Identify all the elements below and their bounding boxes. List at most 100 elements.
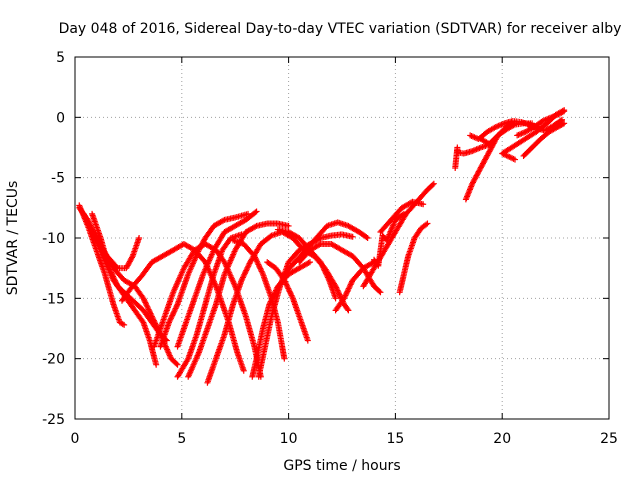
data-point-fill	[347, 282, 354, 289]
data-point-fill	[255, 261, 262, 268]
data-point-fill	[289, 293, 296, 300]
data-point-fill	[342, 292, 349, 299]
data-point	[304, 337, 311, 344]
data-point	[377, 289, 384, 296]
data-point-fill	[171, 306, 178, 313]
data-point-fill	[108, 269, 115, 276]
data-point-fill	[167, 316, 174, 323]
data-point	[430, 180, 437, 187]
data-point-fill	[254, 258, 261, 265]
data-point-fill	[256, 262, 263, 269]
data-point-fill	[173, 304, 180, 311]
data-point-fill	[336, 291, 343, 298]
data-point-fill	[141, 296, 148, 303]
data-point-fill	[325, 275, 332, 282]
data-point-fill	[173, 360, 180, 367]
y-axis-label: SDTVAR / TECUs	[5, 181, 21, 296]
data-point	[281, 355, 288, 362]
data-point	[240, 367, 247, 374]
data-point	[238, 277, 245, 284]
data-point-fill	[171, 308, 178, 315]
data-point-fill	[423, 221, 430, 228]
data-point-fill	[281, 278, 288, 285]
data-point-fill	[376, 288, 383, 295]
data-point-fill	[93, 234, 100, 241]
data-point	[251, 253, 258, 260]
data-point-fill	[240, 273, 247, 280]
data-point-fill	[173, 302, 180, 309]
data-point-fill	[169, 311, 176, 318]
data-point-fill	[285, 286, 292, 293]
data-point-fill	[252, 254, 259, 261]
x-tick-label: 0	[71, 431, 80, 447]
data-point-fill	[93, 233, 100, 240]
data-point-fill	[166, 318, 173, 325]
data-point-fill	[322, 268, 329, 275]
data-point-fill	[145, 306, 152, 313]
data-point-fill	[287, 291, 294, 298]
data-point	[420, 201, 427, 208]
axis-ticks: 0 5 10 15 20 25 5 0 -5 -10 -15 -20 -25	[42, 50, 618, 447]
y-tick-label: 0	[56, 110, 65, 126]
data-point-fill	[85, 222, 92, 229]
data-point-fill	[110, 273, 117, 280]
data-point-fill	[128, 254, 135, 261]
y-tick-label: -5	[51, 171, 65, 187]
data-point-fill	[319, 263, 326, 270]
data-point-fill	[92, 231, 99, 238]
data-point-fill	[321, 267, 328, 274]
data-point-fill	[267, 299, 274, 306]
data-point-fill	[95, 237, 102, 244]
x-tick-label: 10	[280, 431, 298, 447]
data-point	[285, 222, 292, 229]
data-point-fill	[337, 293, 344, 300]
data-point-fill	[282, 280, 289, 287]
data-point-fill	[283, 281, 290, 288]
data-point-fill	[242, 268, 249, 275]
data-point-fill	[259, 269, 266, 276]
data-point-fill	[244, 264, 251, 271]
chart-title: Day 048 of 2016, Sidereal Day-to-day VTE…	[59, 21, 622, 37]
data-point-fill	[108, 270, 115, 277]
data-point-fill	[344, 288, 351, 295]
data-point	[266, 301, 273, 308]
x-axis-label: GPS time / hours	[283, 458, 400, 474]
series-arc31	[520, 120, 568, 159]
data-point	[174, 361, 181, 368]
data-point	[306, 259, 313, 266]
data-point-fill	[270, 291, 277, 298]
y-tick-label: -20	[42, 352, 65, 368]
data-point-fill	[239, 274, 246, 281]
data-point-fill	[149, 314, 156, 321]
data-point-fill	[147, 310, 154, 317]
data-point-fill	[153, 323, 160, 330]
x-tick-label: 25	[600, 431, 618, 447]
data-point-fill	[112, 279, 119, 286]
y-tick-label: -10	[42, 231, 65, 247]
data-point	[148, 313, 155, 320]
data-point-fill	[363, 234, 370, 241]
data-point-fill	[559, 121, 566, 128]
data-point	[349, 233, 356, 240]
data-point	[345, 307, 352, 314]
data-point-fill	[324, 273, 331, 280]
series-arc20	[332, 259, 378, 314]
x-tick-label: 15	[386, 431, 404, 447]
data-point-fill	[318, 260, 325, 267]
x-tick-label: 5	[177, 431, 186, 447]
data-point-fill	[324, 274, 331, 281]
data-point-fill	[91, 230, 98, 237]
data-point	[424, 220, 431, 227]
data-point-fill	[288, 292, 295, 299]
data-point-fill	[220, 217, 227, 224]
data-point	[136, 235, 143, 241]
data-point-fill	[287, 289, 294, 296]
data-point-fill	[142, 299, 149, 306]
data-point-fill	[98, 244, 105, 251]
data-point-fill	[144, 303, 151, 310]
data-point-fill	[83, 216, 90, 223]
data-point	[253, 208, 260, 215]
data-point	[165, 319, 172, 326]
data-point-fill	[169, 312, 176, 319]
